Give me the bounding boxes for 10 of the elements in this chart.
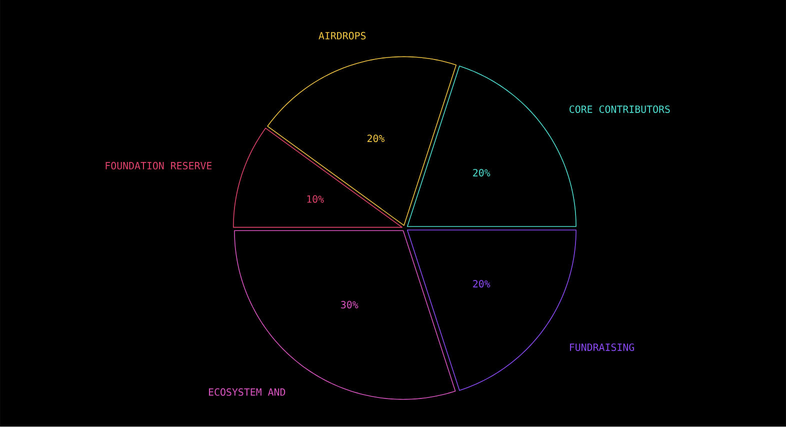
slice-label: ECOSYSTEM AND — [209, 388, 286, 396]
data-label: 20% — [473, 169, 490, 177]
data-label: 20% — [368, 134, 385, 142]
data-label: 30% — [341, 301, 358, 309]
slice-label: AIRDROPS — [318, 32, 366, 40]
data-label: 10% — [307, 195, 324, 203]
slice-label: FOUNDATION RESERVE — [106, 162, 212, 170]
data-label: 20% — [473, 280, 490, 288]
slice-label: FUNDRAISING — [570, 344, 634, 352]
slice-label: CORE CONTRIBUTORS — [570, 106, 670, 114]
